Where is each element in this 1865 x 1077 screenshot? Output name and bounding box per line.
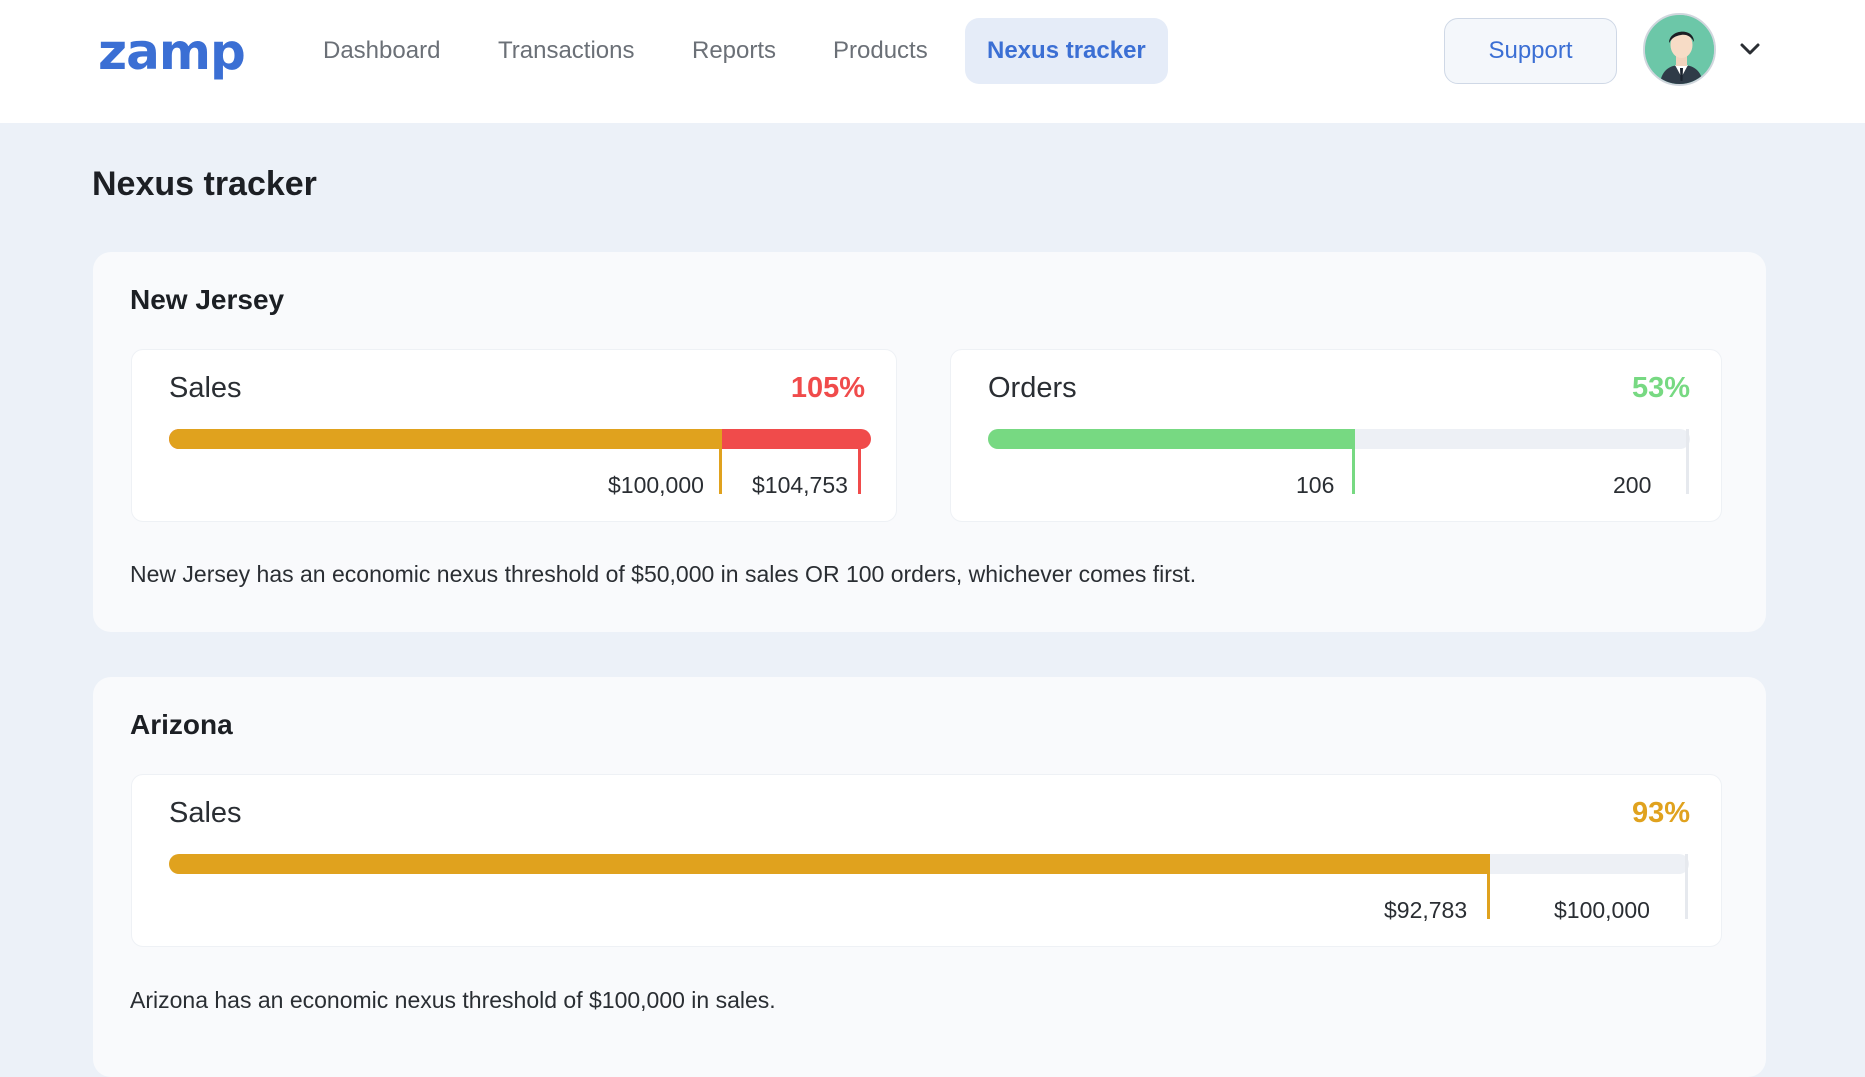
- value-marker: [1352, 429, 1355, 494]
- metric-label: Orders: [988, 372, 1077, 404]
- sales-metric: Sales 93% $92,783 $100,000: [131, 774, 1722, 947]
- state-name: Arizona: [130, 709, 233, 740]
- progress-fill: [988, 429, 1354, 449]
- nexus-description: Arizona has an economic nexus threshold …: [130, 987, 776, 1013]
- threshold-label: $100,000: [1554, 897, 1650, 923]
- value-marker: [858, 429, 861, 494]
- metric-label: Sales: [169, 372, 242, 404]
- nav-reports[interactable]: Reports: [692, 37, 777, 64]
- state-name: New Jersey: [130, 284, 285, 315]
- support-button[interactable]: Support: [1444, 18, 1617, 84]
- threshold-marker: [1686, 429, 1689, 494]
- nav-dashboard[interactable]: Dashboard: [323, 37, 441, 64]
- threshold-marker: [1685, 854, 1688, 919]
- progress-bar: [169, 854, 1689, 874]
- threshold-label: $100,000: [608, 472, 704, 498]
- metric-percent: 53%: [1631, 372, 1690, 404]
- value-label: $104,753: [752, 472, 848, 498]
- chevron-down-icon[interactable]: [1735, 34, 1765, 64]
- value-label: 106: [1296, 472, 1335, 498]
- progress-threshold-fill: [169, 429, 721, 449]
- nav-transactions[interactable]: Transactions: [498, 37, 635, 64]
- page-title: Nexus tracker: [92, 165, 317, 203]
- user-avatar-icon[interactable]: [1643, 13, 1716, 86]
- progress-bar: [169, 429, 871, 449]
- progress-fill: [169, 854, 1489, 874]
- threshold-marker: [719, 429, 722, 494]
- top-navigation-bar: zamp Dashboard Transactions Reports Prod…: [0, 0, 1865, 123]
- nav-nexus-tracker[interactable]: Nexus tracker: [965, 18, 1168, 84]
- state-card-arizona: Arizona Sales 93% $92,783 $100,000 Arizo…: [93, 677, 1766, 1077]
- metric-label: Sales: [169, 797, 242, 829]
- progress-bar: [988, 429, 1690, 449]
- value-marker: [1487, 854, 1490, 919]
- sales-metric: Sales 105% $100,000 $104,753: [131, 349, 897, 522]
- nav-products[interactable]: Products: [833, 37, 928, 64]
- orders-metric: Orders 53% 106 200: [950, 349, 1722, 522]
- zamp-logo[interactable]: zamp: [98, 23, 246, 81]
- metric-percent: 93%: [1631, 797, 1690, 829]
- metric-percent: 105%: [790, 372, 865, 404]
- state-card-new-jersey: New Jersey Sales 105% $100,000 $104,753 …: [93, 252, 1766, 632]
- threshold-label: 200: [1613, 472, 1652, 498]
- value-label: $92,783: [1384, 897, 1468, 923]
- nexus-description: New Jersey has an economic nexus thresho…: [130, 561, 1197, 587]
